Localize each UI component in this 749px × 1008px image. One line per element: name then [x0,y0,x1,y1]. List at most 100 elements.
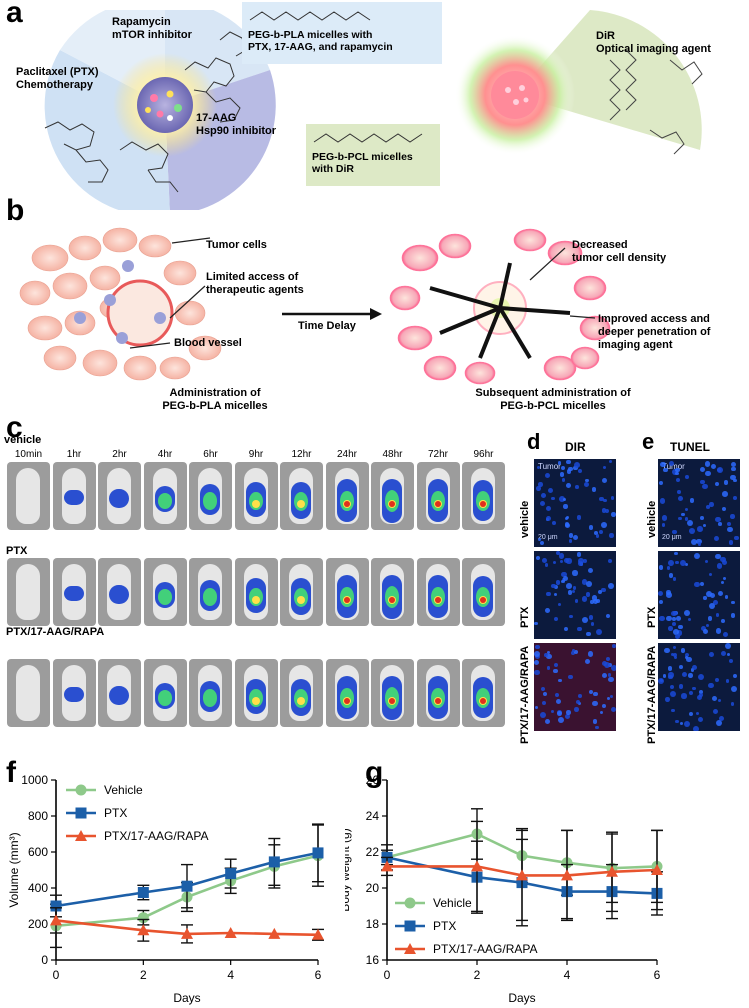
data-point [312,847,324,859]
nucleus-dot [676,630,683,636]
mouse-image [52,462,96,530]
nucleus-dot [544,472,551,479]
mouse-image [280,558,323,626]
nucleus-dot [726,521,731,526]
data-point [312,928,324,940]
x-tick-label: 2 [140,968,147,982]
nucleus-dot [607,583,614,589]
nucleus-dot [610,496,615,500]
nucleus-dot [563,558,569,564]
nucleus-dot [535,486,541,491]
mouse-image [371,659,414,727]
signal-region [297,596,305,604]
y-tick-label: 18 [366,917,380,931]
time-delay-label: Time Delay [298,320,356,332]
nucleus-dot [541,558,547,564]
nucleus-dot [673,629,680,636]
nucleus-dot [546,591,551,596]
legend-marker [75,807,87,819]
nucleus-dot [731,466,737,472]
nucleus-dot [672,617,676,621]
nucleus-dot [662,674,666,678]
nucleus-dot [728,540,734,545]
nucleus-dot [691,538,698,545]
pla-micelle-label: PEG-b-PLA micelles with PTX, 17-AAG, and… [248,29,393,53]
panel-label-d: d [527,429,541,454]
nucleus-dot [696,539,702,545]
nucleus-dot [608,676,614,683]
pla-micelle-box: PEG-b-PLA micelles with PTX, 17-AAG, and… [242,2,442,64]
nucleus-dot [683,609,690,616]
data-point [181,927,193,939]
data-point [606,865,618,877]
mouse-image [98,558,141,626]
mouse-image [371,462,414,530]
data-point [224,927,237,938]
nucleus-dot [534,644,540,650]
nucleus-dot [720,650,727,657]
e-row-ptx: PTX [646,606,658,628]
nucleus-dot [568,539,572,543]
nucleus-dot [708,682,715,689]
x-axis-title: Days [508,991,535,1005]
legend-label: PTX [433,919,456,933]
nucleus-dot [668,674,673,680]
nucleus-dot [686,656,692,662]
data-point [181,880,193,892]
nucleus-dot [575,485,579,490]
time-label: 9hr [248,449,264,460]
nucleus-dot [586,631,591,636]
nucleus-dot [553,669,558,674]
legend-marker [75,784,87,796]
mouse-body [16,468,40,524]
signal-region [109,584,129,604]
nucleus-dot [672,577,677,581]
nucleus-dot [593,531,598,535]
d-row-vehicle: vehicle [519,500,531,538]
time-label: 4hr [157,449,173,460]
nucleus-dot [734,535,739,541]
nucleus-dot [592,719,598,724]
nucleus-dot [602,672,608,678]
nucleus-dot [697,526,703,532]
nucleus-dot [585,592,591,598]
signal-region [389,698,395,704]
nucleus-dot [700,625,706,631]
nucleus-dot [672,652,677,657]
nucleus-dot [571,589,575,593]
data-point [137,887,149,898]
nucleus-dot [676,615,682,621]
nucleus-dot [666,590,671,595]
nucleus-dot [702,483,708,490]
nucleus-dot [664,697,670,702]
nucleus-dot [564,516,569,521]
nucleus-dot [675,477,681,483]
nucleus-dot [572,570,578,576]
dir-micrograph-ptx [534,551,616,639]
nucleus-dot [595,726,599,730]
nucleus-dot [576,515,582,520]
mouse-image [52,659,96,727]
nucleus-dot [694,552,700,559]
signal-region [157,493,172,509]
nucleus-dot [699,693,704,698]
nucleus-dot [721,560,727,566]
nucleus-dot [585,659,590,665]
nucleus-dot [546,654,552,660]
nucleus-dot [658,678,664,684]
nucleus-dot [700,515,705,520]
legend-marker [404,943,416,954]
y-tick-label: 1000 [21,773,48,787]
nucleus-dot [686,519,693,526]
data-point [651,864,663,875]
signal-region [343,597,350,603]
signal-region [389,501,395,507]
y-tick-label: 20 [366,881,380,895]
nucleus-dot [733,478,737,483]
data-point [137,924,150,936]
tunel-micrograph-ptx [658,551,740,639]
nucleus-dot [542,691,548,696]
nucleus-dot [590,622,595,626]
nucleus-dot [715,517,721,523]
